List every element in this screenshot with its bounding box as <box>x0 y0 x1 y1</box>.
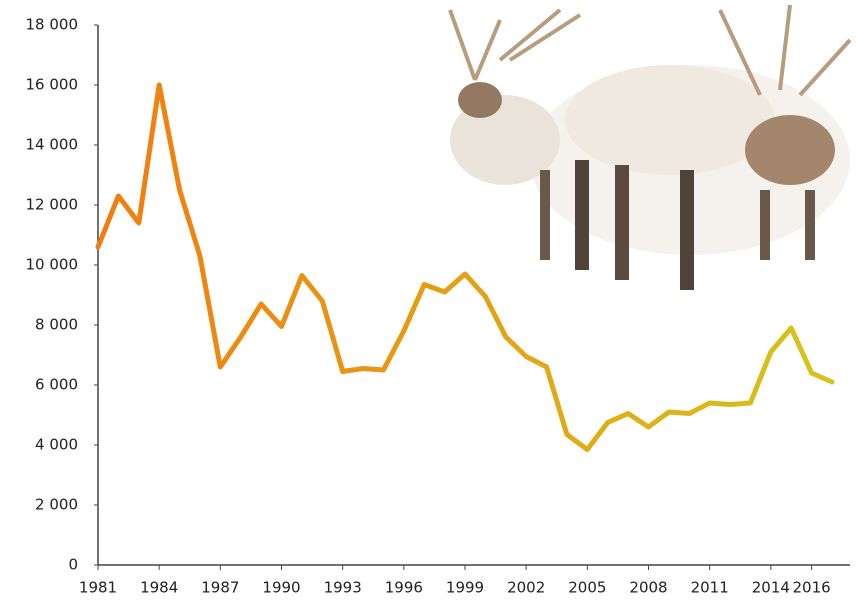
reindeer-photo <box>448 4 852 290</box>
y-tick-label: 2 000 <box>35 496 78 514</box>
x-tick-label: 1981 <box>79 579 117 597</box>
x-tick-label: 2005 <box>568 579 606 597</box>
y-tick-label: 6 000 <box>35 376 78 394</box>
y-tick-label: 16 000 <box>26 76 79 94</box>
x-tick-label: 2016 <box>793 579 831 597</box>
y-tick-label: 8 000 <box>35 316 78 334</box>
y-tick-label: 18 000 <box>26 16 79 34</box>
x-tick-label: 1990 <box>262 579 300 597</box>
y-tick-label: 0 <box>68 556 78 574</box>
data-line <box>95 82 835 452</box>
x-tick-label: 1987 <box>201 579 239 597</box>
x-tick-label: 1993 <box>324 579 362 597</box>
y-tick-label: 14 000 <box>26 136 79 154</box>
x-tick-label: 2014 <box>752 579 790 597</box>
x-tick-label: 1984 <box>140 579 178 597</box>
x-tick-label: 2002 <box>507 579 545 597</box>
x-tick-label: 2008 <box>629 579 667 597</box>
x-tick-label: 1999 <box>446 579 484 597</box>
y-tick-label: 10 000 <box>26 256 79 274</box>
y-tick-label: 12 000 <box>26 196 79 214</box>
x-tick-label: 2011 <box>691 579 729 597</box>
y-tick-label: 4 000 <box>35 436 78 454</box>
x-tick-label: 1996 <box>385 579 423 597</box>
